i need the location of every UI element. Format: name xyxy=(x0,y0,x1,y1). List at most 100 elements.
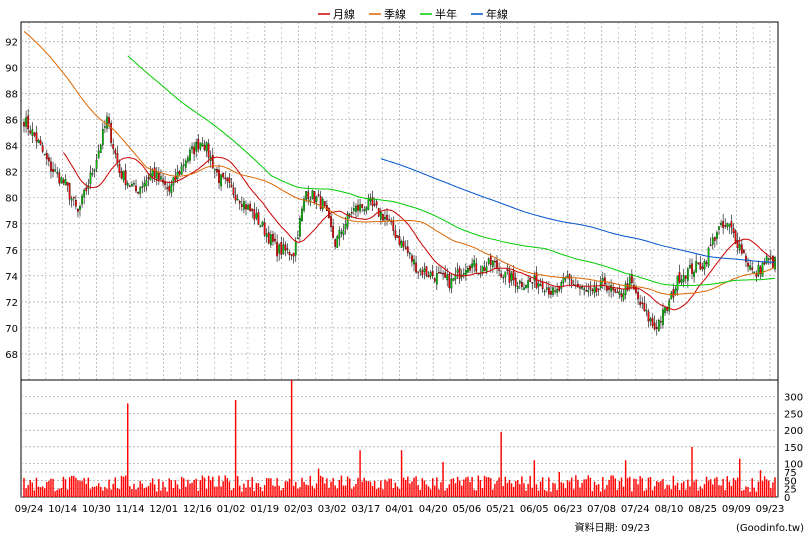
volume-bar xyxy=(716,476,718,497)
volume-bar xyxy=(31,482,34,497)
candle-body xyxy=(500,273,503,278)
volume-bar xyxy=(97,483,100,497)
candle-body xyxy=(431,271,434,277)
volume-bar xyxy=(127,403,129,497)
volume-bar xyxy=(512,486,515,497)
volume-bar xyxy=(77,480,79,497)
volume-bar xyxy=(367,480,370,497)
candle-body xyxy=(438,271,440,274)
candle-body xyxy=(599,280,602,289)
x-tick-label: 05/21 xyxy=(486,504,515,515)
candle-body xyxy=(259,225,262,228)
volume-bar xyxy=(712,484,714,497)
volume-bar xyxy=(239,485,241,497)
candle-body xyxy=(697,262,700,264)
candle-body xyxy=(77,209,79,212)
candle-body xyxy=(172,177,175,186)
volume-bar xyxy=(93,486,96,497)
candle-body xyxy=(220,174,222,187)
x-tick-label: 06/05 xyxy=(520,504,549,515)
volume-bar xyxy=(29,480,31,497)
volume-bar xyxy=(143,488,146,497)
volume-bar xyxy=(597,484,600,497)
price-tick-label: 84 xyxy=(5,142,18,153)
volume-bar xyxy=(253,491,256,497)
ma-quarter-line xyxy=(23,31,776,296)
volume-bar xyxy=(494,483,496,497)
candle-body xyxy=(751,267,754,270)
volume-bar xyxy=(292,485,295,497)
volume-bar xyxy=(440,482,442,497)
volume-bar xyxy=(467,476,469,497)
candle-body xyxy=(630,274,633,283)
candle-body xyxy=(104,126,106,128)
candle-body xyxy=(608,287,610,290)
volume-bar xyxy=(689,486,691,497)
volume-bar xyxy=(214,486,216,497)
volume-bar xyxy=(757,481,760,497)
volume-bar xyxy=(529,475,531,497)
candle-body xyxy=(610,285,612,292)
candle-body xyxy=(311,190,314,199)
candle-body xyxy=(245,204,247,210)
volume-bar xyxy=(203,477,206,497)
volume-bar xyxy=(502,486,504,497)
candle-body xyxy=(639,301,642,305)
price-tick-label: 80 xyxy=(5,194,18,205)
x-tick-label: 10/14 xyxy=(48,504,77,515)
candle-body xyxy=(454,274,457,280)
volume-bar xyxy=(479,479,482,497)
volume-bar xyxy=(504,476,507,497)
candle-body xyxy=(419,269,422,272)
candle-body xyxy=(373,204,376,206)
volume-bar xyxy=(178,489,181,497)
candle-body xyxy=(203,145,206,150)
candle-body xyxy=(288,252,291,255)
volume-bar xyxy=(48,480,50,497)
volume-bar xyxy=(286,481,289,497)
volume-bar xyxy=(639,476,641,497)
volume-bar xyxy=(33,490,36,497)
candle-body xyxy=(189,149,191,161)
volume-bar xyxy=(371,485,374,497)
volume-bar xyxy=(626,478,629,497)
volume-bar xyxy=(662,478,664,497)
candle-body xyxy=(81,195,83,205)
volume-bar xyxy=(442,461,444,497)
volume-bar xyxy=(205,488,208,497)
volume-bar xyxy=(332,478,334,497)
candle-body xyxy=(296,237,299,240)
volume-bar xyxy=(207,475,210,497)
candle-body xyxy=(552,287,554,295)
volume-bar xyxy=(110,489,112,497)
volume-bar xyxy=(570,477,573,497)
volume-bar xyxy=(52,479,54,497)
candle-body xyxy=(124,170,127,185)
candle-body xyxy=(157,173,160,180)
candle-body xyxy=(734,230,737,244)
volume-tick-label: 100 xyxy=(784,460,803,471)
candle-body xyxy=(108,117,110,124)
candle-body xyxy=(74,200,77,207)
candle-body xyxy=(543,290,546,293)
volume-bar xyxy=(191,482,193,497)
volume-bar xyxy=(290,380,293,497)
volume-bar xyxy=(616,489,619,497)
candle-body xyxy=(315,196,318,202)
volume-bar xyxy=(375,488,378,497)
candle-body xyxy=(448,273,451,288)
candle-body xyxy=(595,287,598,292)
volume-bar xyxy=(581,482,583,497)
candle-body xyxy=(452,278,455,281)
volume-bar xyxy=(761,481,764,497)
volume-bar xyxy=(245,487,247,497)
candle-body xyxy=(537,283,540,287)
candle-body xyxy=(396,235,399,238)
x-tick-label: 07/24 xyxy=(621,504,650,515)
candle-body xyxy=(465,270,467,276)
candle-body xyxy=(408,252,411,255)
volume-bar xyxy=(241,491,243,497)
candle-body xyxy=(394,230,397,238)
volume-bar xyxy=(114,477,117,497)
volume-bar xyxy=(37,486,40,497)
